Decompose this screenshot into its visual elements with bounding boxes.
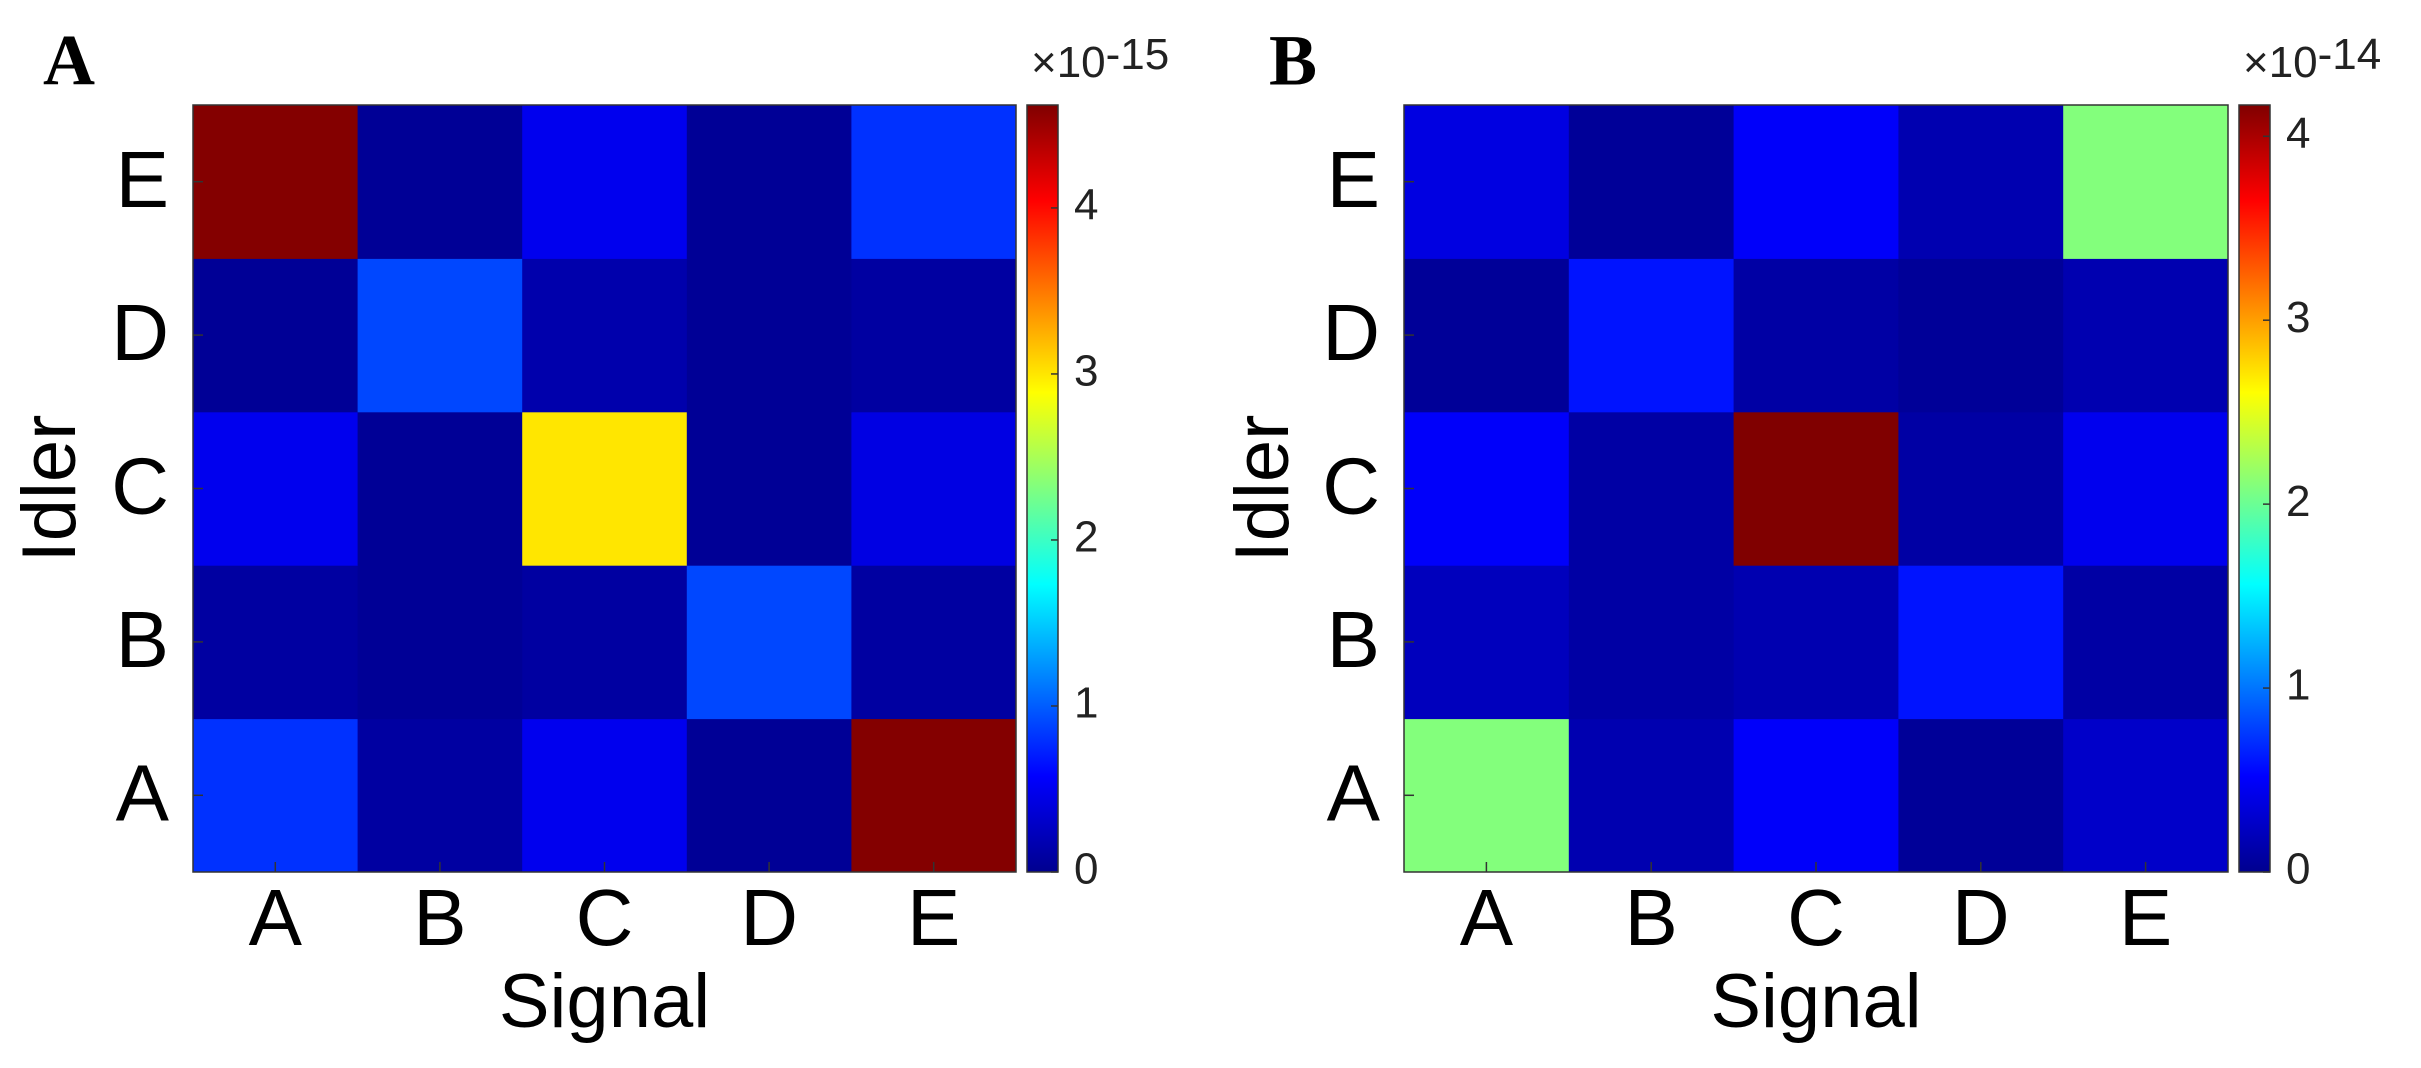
x-tick-label: B [413,873,466,962]
heatmap-cell [1568,411,1735,566]
y-tick-label: B [1327,595,1380,684]
heatmap-cell [1898,258,2064,413]
heatmap-cell [851,258,1017,413]
heatmap-cell [1404,718,1570,873]
heatmap-cell [522,718,688,873]
heatmap-cell [522,258,688,413]
heatmap-cell [2063,411,2229,566]
heatmap-cell [851,565,1017,720]
panel-label: B [1269,21,1317,101]
heatmap-cell [1898,105,2064,259]
x-axis-label: Signal [1710,959,1921,1044]
heatmap-cell [193,258,359,413]
y-tick-label: A [1327,748,1381,837]
heatmap-cell [1568,258,1735,413]
heatmap-cell [1733,565,1899,720]
y-tick-label: B [116,595,169,684]
y-tick-label: D [1322,288,1380,377]
multiplier-exponent: -14 [2318,30,2382,79]
y-axis-label: Idler [7,415,92,563]
x-tick-label: A [249,873,303,962]
x-tick-label: C [576,873,634,962]
colorbar-tick-label: 2 [2286,477,2310,526]
heatmap-cell [686,718,852,873]
heatmap-cell [1733,718,1899,873]
multiplier-exponent: -15 [1106,30,1170,79]
heatmap-cell [1404,565,1570,720]
colorbar-tick-label: 4 [1074,181,1098,230]
colorbar-multiplier: ×10-14 [2243,30,2381,87]
y-tick-label: D [111,288,169,377]
colorbar-multiplier: ×10-15 [1031,30,1169,87]
heatmap-cell [1733,105,1899,259]
y-tick-label: A [116,748,170,837]
colorbar [1026,104,1059,873]
x-tick-label: D [1952,873,2010,962]
heatmap-cell [193,411,359,566]
colorbar-tick-label: 3 [2286,293,2310,342]
x-tick-label: C [1787,873,1845,962]
heatmap-cell [357,411,523,566]
heatmap-cell [2063,258,2229,413]
colorbar-tick-label: 0 [1074,845,1098,894]
heatmap-cell [1733,258,1899,413]
heatmap-cell [1568,565,1735,720]
heatmap-cell [851,411,1017,566]
colorbar [2238,104,2271,873]
heatmap-cell [357,718,523,873]
heatmap-cell [1568,105,1735,259]
heatmap-cell [522,565,688,720]
colorbar-tick-label: 3 [1074,347,1098,396]
x-tick-label: D [740,873,798,962]
heatmap-cell [2063,718,2229,873]
x-axis-label: Signal [499,959,710,1044]
heatmap-cell [193,565,359,720]
colorbar-tick-label: 1 [1074,679,1098,728]
y-axis-label: Idler [1220,415,1305,563]
heatmap-cell [851,718,1017,873]
heatmap-cell [1898,565,2064,720]
x-tick-label: E [907,873,960,962]
multiplier-base: ×10 [1031,38,1106,87]
heatmap-cell [686,105,852,259]
heatmap-cell [1404,258,1570,413]
colorbar-tick-label: 4 [2286,109,2310,158]
heatmap-cell [2063,105,2229,259]
x-tick-label: A [1460,873,1514,962]
heatmap-cell [1568,718,1735,873]
heatmap-cell [686,258,852,413]
heatmap-cell [522,105,688,259]
y-tick-label: E [116,135,169,224]
colorbar-tick-label: 1 [2286,661,2310,710]
y-tick-label: C [1322,442,1380,531]
colorbar-tick-label: 2 [1074,513,1098,562]
multiplier-base: ×10 [2243,38,2318,87]
heatmap-cell [522,411,688,566]
heatmap-cell [357,258,523,413]
heatmap-cell [1404,411,1570,566]
panel-label: A [43,21,95,101]
x-tick-label: E [2119,873,2172,962]
heatmap-cell [1898,718,2064,873]
heatmap-cell [193,718,359,873]
heatmap-cell [357,105,523,259]
heatmap-cell [686,565,852,720]
heatmap-cell [357,565,523,720]
heatmap-cell [1898,411,2064,566]
heatmap-cell [851,105,1017,259]
y-tick-label: E [1327,135,1380,224]
x-tick-label: B [1625,873,1678,962]
heatmap-cell [1404,105,1570,259]
heatmap-cell [193,105,359,259]
heatmap-cell [1733,411,1899,566]
colorbar-tick-label: 0 [2286,845,2310,894]
y-tick-label: C [111,442,169,531]
heatmap-cell [686,411,852,566]
heatmap-cell [2063,565,2229,720]
